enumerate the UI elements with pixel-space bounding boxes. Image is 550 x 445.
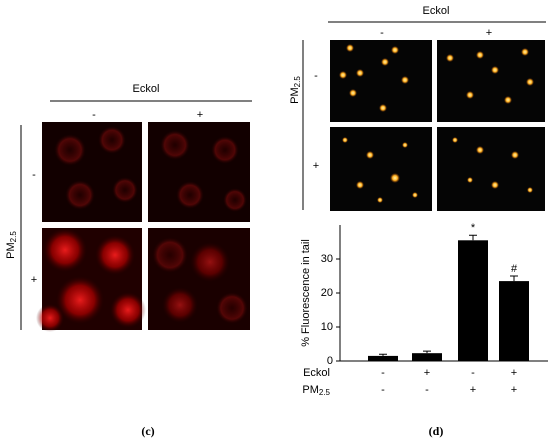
factor-label: PM2.5 — [302, 384, 330, 397]
comet-image — [330, 40, 432, 122]
caption: (d) — [429, 424, 444, 438]
factor-level: + — [511, 384, 517, 396]
column-label: + — [486, 27, 492, 39]
header: Eckol — [133, 83, 160, 95]
row-title: PM2.5 — [5, 231, 18, 259]
y-tick-label: 0 — [327, 355, 333, 367]
bar — [499, 281, 529, 361]
factor-level: + — [424, 367, 430, 379]
row-label: + — [313, 160, 319, 172]
row-label: - — [314, 70, 318, 82]
bar — [412, 353, 442, 361]
factor-level: + — [470, 384, 476, 396]
y-axis-label: % Fluorescence in tail — [300, 239, 312, 347]
factor-level: - — [471, 367, 475, 379]
row-title-main: PM — [5, 242, 17, 259]
comet-image — [437, 127, 545, 211]
factor-label-main: PM — [302, 384, 319, 396]
column-label: + — [197, 109, 203, 121]
y-tick-label: 30 — [321, 253, 333, 265]
micrograph — [148, 122, 250, 222]
factor-label-sub: 2.5 — [319, 388, 331, 397]
caption: (c) — [141, 424, 154, 438]
micrograph — [148, 228, 250, 330]
bar — [458, 240, 488, 361]
column-label: - — [380, 27, 384, 39]
significance-marker: * — [471, 222, 476, 234]
micrograph — [42, 122, 142, 222]
header: Eckol — [423, 5, 450, 17]
error-bar — [423, 350, 431, 354]
y-tick-label: 20 — [321, 287, 333, 299]
row-label: - — [32, 169, 36, 181]
column-label: - — [92, 109, 96, 121]
error-bar — [510, 275, 518, 282]
error-bar — [469, 234, 477, 241]
row-title-sub: 2.5 — [293, 76, 302, 88]
row-title: PM2.5 — [289, 76, 302, 104]
factor-label-main: Eckol — [303, 367, 330, 379]
row-title-sub: 2.5 — [9, 231, 18, 243]
factor-level: - — [381, 384, 385, 396]
factor-level: - — [381, 367, 385, 379]
comet-image — [437, 40, 545, 122]
factor-level: - — [425, 384, 429, 396]
row-title-main: PM — [289, 87, 301, 104]
bar — [368, 355, 398, 361]
row-label: + — [31, 274, 37, 286]
error-bar — [379, 353, 387, 356]
y-tick-label: 10 — [321, 321, 333, 333]
significance-marker: # — [511, 263, 518, 275]
factor-level: + — [511, 367, 517, 379]
comet-image — [330, 127, 432, 211]
micrograph — [36, 228, 146, 332]
factor-label: Eckol — [303, 367, 330, 379]
